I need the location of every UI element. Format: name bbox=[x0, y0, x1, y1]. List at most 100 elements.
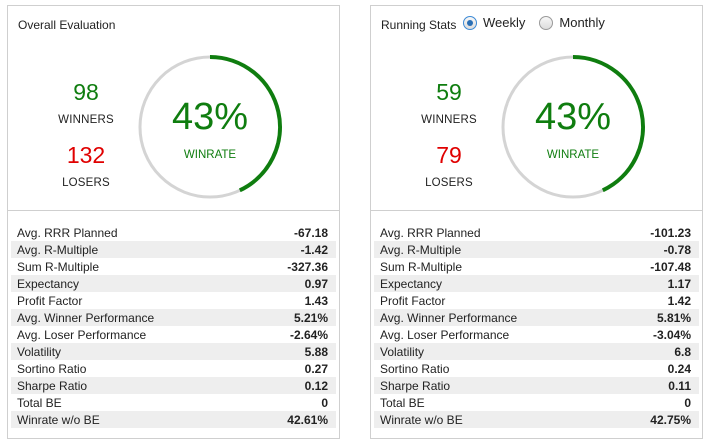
stat-label: Sum R-Multiple bbox=[17, 259, 100, 274]
stat-label: Avg. RRR Planned bbox=[380, 225, 481, 240]
stat-row: Avg. Loser Performance -2.64% bbox=[11, 326, 336, 343]
stat-row: Avg. RRR Planned -67.18 bbox=[11, 224, 336, 241]
stat-row: Avg. Loser Performance -3.04% bbox=[374, 326, 699, 343]
stat-label: Volatility bbox=[380, 344, 425, 359]
stat-value: 1.42 bbox=[667, 293, 691, 308]
stat-value: 0.11 bbox=[668, 378, 691, 393]
losers-block: 79 LOSERS bbox=[399, 142, 499, 189]
gauge-fill-arc bbox=[209, 55, 282, 193]
stat-row: Volatility 6.8 bbox=[374, 343, 699, 360]
stat-row: Total BE 0 bbox=[374, 394, 699, 411]
stat-label: Sortino Ratio bbox=[17, 361, 87, 376]
stat-value: 5.21% bbox=[293, 310, 328, 325]
stat-value: -3.04% bbox=[652, 327, 691, 342]
stat-row: Volatility 5.88 bbox=[11, 343, 336, 360]
stat-label: Sortino Ratio bbox=[380, 361, 450, 376]
stat-label: Winrate w/o BE bbox=[17, 412, 100, 427]
winrate-label: WINRATE bbox=[546, 149, 600, 161]
stat-label: Avg. RRR Planned bbox=[17, 225, 118, 240]
radio-monthly-label: Monthly bbox=[559, 15, 605, 30]
stat-row: Winrate w/o BE 42.75% bbox=[374, 411, 699, 428]
losers-count: 132 bbox=[66, 142, 106, 168]
stats-table: Avg. RRR Planned -101.23 Avg. R-Multiple -0… bbox=[374, 224, 699, 428]
stat-row: Expectancy 0.97 bbox=[11, 275, 336, 292]
stat-value: 0 bbox=[321, 395, 328, 410]
stat-row: Sum R-Multiple -327.36 bbox=[11, 258, 336, 275]
winners-count: 98 bbox=[73, 79, 99, 105]
stat-value: -107.48 bbox=[650, 259, 691, 274]
stat-value: -101.23 bbox=[650, 225, 691, 240]
stat-label: Volatility bbox=[17, 344, 62, 359]
stat-value: 0.12 bbox=[304, 378, 328, 393]
stat-value: 42.75% bbox=[650, 412, 691, 427]
stat-value: 0 bbox=[684, 395, 691, 410]
stat-value: -327.36 bbox=[287, 259, 328, 274]
winners-block: 59 WINNERS bbox=[399, 79, 499, 126]
stat-row: Total BE 0 bbox=[11, 394, 336, 411]
stat-label: Total BE bbox=[380, 395, 425, 410]
stat-label: Profit Factor bbox=[17, 293, 83, 308]
stat-value: 1.17 bbox=[667, 276, 691, 291]
panel-summary: Overall Evaluation 98 WINNERS 132 LOSERS… bbox=[8, 6, 339, 211]
panel-summary: Running Stats Weekly Monthly 59 WINNERS … bbox=[371, 6, 702, 211]
radio-weekly-label: Weekly bbox=[483, 15, 526, 30]
stat-row: Sortino Ratio 0.24 bbox=[374, 360, 699, 377]
radio-monthly-indicator[interactable] bbox=[539, 15, 554, 30]
losers-label: LOSERS bbox=[425, 177, 473, 189]
running-stats-panel: Running Stats Weekly Monthly 59 WINNERS … bbox=[370, 5, 703, 439]
radio-weekly[interactable]: Weekly bbox=[463, 15, 525, 30]
stat-row: Avg. R-Multiple -0.78 bbox=[374, 241, 699, 258]
losers-label: LOSERS bbox=[62, 177, 110, 189]
winners-label: WINNERS bbox=[58, 114, 114, 126]
winners-count: 59 bbox=[436, 79, 462, 105]
winrate-percent: 43% bbox=[534, 96, 612, 138]
stat-row: Avg. Winner Performance 5.81% bbox=[374, 309, 699, 326]
overall-evaluation-panel: Overall Evaluation 98 WINNERS 132 LOSERS… bbox=[7, 5, 340, 439]
stat-value: -2.64% bbox=[289, 327, 328, 342]
winrate-gauge: 43% WINRATE bbox=[500, 54, 646, 200]
stat-value: 5.81% bbox=[656, 310, 691, 325]
stat-row: Profit Factor 1.42 bbox=[374, 292, 699, 309]
losers-block: 132 LOSERS bbox=[36, 142, 136, 189]
stat-label: Sharpe Ratio bbox=[380, 378, 451, 393]
stat-label: Profit Factor bbox=[380, 293, 446, 308]
stat-row: Sortino Ratio 0.27 bbox=[11, 360, 336, 377]
stat-value: 5.88 bbox=[304, 344, 328, 359]
stat-label: Sharpe Ratio bbox=[17, 378, 88, 393]
stat-value: 6.8 bbox=[674, 344, 691, 359]
stat-value: 0.27 bbox=[304, 361, 328, 376]
losers-count: 79 bbox=[436, 142, 462, 168]
stat-row: Avg. RRR Planned -101.23 bbox=[374, 224, 699, 241]
stat-label: Winrate w/o BE bbox=[380, 412, 463, 427]
stat-value: 0.97 bbox=[304, 276, 328, 291]
stat-value: -0.78 bbox=[663, 242, 691, 257]
stat-label: Avg. R-Multiple bbox=[380, 242, 462, 257]
panel-title: Overall Evaluation bbox=[18, 18, 116, 32]
stat-label: Total BE bbox=[17, 395, 62, 410]
stat-label: Avg. Loser Performance bbox=[17, 327, 147, 342]
stat-label: Avg. Winner Performance bbox=[380, 310, 518, 325]
winrate-label: WINRATE bbox=[183, 149, 237, 161]
stat-value: -67.18 bbox=[293, 225, 328, 240]
stat-row: Expectancy 1.17 bbox=[374, 275, 699, 292]
winners-block: 98 WINNERS bbox=[36, 79, 136, 126]
winrate-percent: 43% bbox=[171, 96, 249, 138]
stat-value: 0.24 bbox=[667, 361, 691, 376]
stat-label: Sum R-Multiple bbox=[380, 259, 463, 274]
radio-monthly[interactable]: Monthly bbox=[539, 15, 605, 30]
stat-label: Avg. Winner Performance bbox=[17, 310, 155, 325]
stats-table: Avg. RRR Planned -67.18 Avg. R-Multiple -1.… bbox=[11, 224, 336, 428]
winrate-gauge: 43% WINRATE bbox=[137, 54, 283, 200]
stat-row: Sharpe Ratio 0.11 bbox=[374, 377, 699, 394]
stat-row: Profit Factor 1.43 bbox=[11, 292, 336, 309]
stat-label: Expectancy bbox=[380, 276, 443, 291]
period-radio-group: Weekly Monthly bbox=[463, 15, 619, 30]
stat-label: Avg. R-Multiple bbox=[17, 242, 99, 257]
winners-label: WINNERS bbox=[421, 114, 477, 126]
radio-weekly-indicator[interactable] bbox=[463, 15, 477, 30]
panel-title: Running Stats bbox=[381, 18, 457, 32]
stat-value: 1.43 bbox=[304, 293, 328, 308]
stat-label: Expectancy bbox=[17, 276, 80, 291]
gauge-fill-arc bbox=[572, 55, 645, 193]
stat-label: Avg. Loser Performance bbox=[380, 327, 510, 342]
